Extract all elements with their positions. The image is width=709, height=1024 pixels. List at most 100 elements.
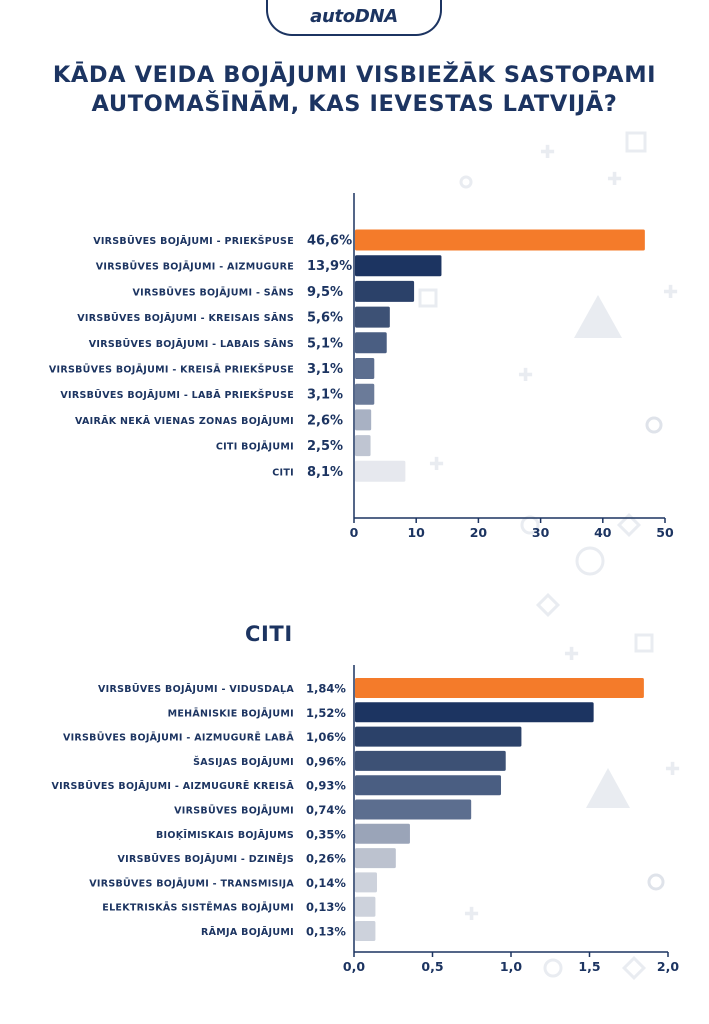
category-label: RĀMJA BOJĀJUMI bbox=[201, 927, 294, 938]
value-label: 5,6% bbox=[307, 311, 343, 326]
category-label: ŠASIJAS BOJĀJUMI bbox=[193, 756, 294, 768]
bar bbox=[355, 460, 406, 482]
x-tick-label: 0,5 bbox=[421, 959, 443, 974]
value-label: 1,06% bbox=[306, 730, 346, 744]
value-label: 0,93% bbox=[306, 779, 346, 793]
x-tick-label: 20 bbox=[470, 525, 488, 540]
bar bbox=[355, 848, 396, 869]
bar bbox=[355, 435, 371, 457]
decor-circle-icon bbox=[645, 416, 663, 434]
bar bbox=[355, 726, 522, 747]
bar bbox=[355, 280, 415, 302]
x-tick-label: 10 bbox=[407, 525, 425, 540]
category-label: VIRSBŪVES BOJĀJUMI - VIDUSDAĻA bbox=[98, 684, 294, 695]
x-tick-label: 0 bbox=[350, 525, 359, 540]
bar bbox=[355, 921, 376, 941]
value-label: 9,5% bbox=[307, 285, 343, 300]
bar bbox=[355, 383, 375, 405]
decor-diamond-icon bbox=[621, 955, 647, 981]
value-label: 3,1% bbox=[307, 388, 343, 403]
decor-cross-icon: ✚ bbox=[429, 454, 444, 475]
x-tick-label: 1,5 bbox=[578, 959, 600, 974]
x-tick-label: 40 bbox=[594, 525, 612, 540]
category-label: CITI bbox=[272, 467, 294, 478]
decor-circle-icon bbox=[459, 175, 473, 189]
chart-damage-types: 0 10 20 30 40 50 VIRSBŪVES BOJĀJUMI - PRIEKŠPU… bbox=[49, 193, 674, 540]
category-label: VIRSBŪVES BOJĀJUMI - KREISAIS SĀNS bbox=[77, 313, 294, 324]
value-label: 0,13% bbox=[306, 925, 346, 939]
bar bbox=[355, 750, 506, 771]
bar bbox=[355, 678, 644, 698]
value-label: 0,26% bbox=[306, 852, 346, 866]
value-label: 8,1% bbox=[307, 465, 343, 480]
decor-diamond-icon bbox=[616, 512, 642, 538]
category-label: VIRSBŪVES BOJĀJUMI - KREISĀ PRIEKŠPUSE bbox=[49, 364, 294, 376]
bar bbox=[355, 409, 372, 431]
bar bbox=[355, 255, 442, 277]
category-label: VIRSBŪVES BOJĀJUMI - LABAIS SĀNS bbox=[89, 339, 294, 350]
category-label: VIRSBŪVES BOJĀJUMI - LABĀ PRIEKŠPUSE bbox=[60, 389, 294, 401]
bar bbox=[355, 775, 502, 796]
decor-warning-icons bbox=[574, 295, 630, 808]
page-title: KĀDA VEIDA BOJĀJUMI VISBIEŽĀK SASTOPAMI … bbox=[0, 61, 709, 119]
section-title-citi: CITI bbox=[245, 622, 293, 646]
bar bbox=[355, 229, 645, 251]
category-label: VIRSBŪVES BOJĀJUMI - SĀNS bbox=[133, 287, 294, 298]
brand-logo-text: autoDNA bbox=[310, 5, 398, 27]
page-title-line-1: KĀDA VEIDA BOJĀJUMI VISBIEŽĀK SASTOPAMI bbox=[52, 62, 657, 88]
value-label: 3,1% bbox=[307, 362, 343, 377]
x-tick-label: 30 bbox=[532, 525, 550, 540]
value-label: 2,5% bbox=[307, 439, 343, 454]
category-label: ELEKTRISKĀS SISTĒMAS BOJĀJUMI bbox=[102, 903, 294, 914]
decor-circle-icon bbox=[647, 873, 665, 891]
decor-shapes bbox=[418, 131, 665, 981]
brand-logo: autoDNA bbox=[266, 0, 442, 36]
x-tick-label: 2,0 bbox=[657, 959, 679, 974]
decor-crosses: ✚ ✚ ✚ ✚ ✚ ✚ ✚ ✚ bbox=[429, 142, 680, 925]
decor-square-icon bbox=[634, 633, 654, 653]
decor-cross-icon: ✚ bbox=[665, 759, 680, 780]
value-label: 0,13% bbox=[306, 900, 346, 914]
x-tick-label: 1,0 bbox=[500, 959, 522, 974]
value-label: 1,84% bbox=[306, 682, 346, 696]
category-label: BIOĶĪMISKAIS BOJĀJUMS bbox=[156, 830, 294, 841]
value-label: 0,74% bbox=[306, 803, 346, 817]
value-label: 1,52% bbox=[306, 706, 346, 720]
value-label: 0,96% bbox=[306, 754, 346, 768]
page-title-line-2: AUTOMAŠĪNĀM, KAS IEVESTAS LATVIJĀ? bbox=[91, 91, 618, 117]
category-label: VAIRĀK NEKĀ VIENAS ZONAS BOJĀJUMI bbox=[75, 416, 294, 427]
category-label: VIRSBŪVES BOJĀJUMI - AIZMUGURĒ KREISĀ bbox=[51, 781, 294, 792]
value-label: 0,35% bbox=[306, 827, 346, 841]
category-label: VIRSBŪVES BOJĀJUMI - PRIEKŠPUSE bbox=[93, 235, 294, 247]
category-label: VIRSBŪVES BOJĀJUMI bbox=[174, 806, 294, 817]
bar bbox=[355, 358, 375, 379]
decor-square-icon bbox=[418, 288, 438, 308]
category-label: VIRSBŪVES BOJĀJUMI - TRANSMISIJA bbox=[89, 878, 294, 889]
x-tick-label: 50 bbox=[656, 525, 674, 540]
decor-diamond-icon bbox=[535, 592, 561, 618]
bar bbox=[355, 823, 410, 844]
decor-circle-icon bbox=[520, 515, 540, 535]
decor-circle-icon bbox=[575, 546, 605, 576]
value-label: 2,6% bbox=[307, 413, 343, 428]
value-label: 13,9% bbox=[307, 259, 352, 274]
category-label: VIRSBŪVES BOJĀJUMI - AIZMUGURĒ LABĀ bbox=[63, 733, 294, 744]
decor-cross-icon: ✚ bbox=[464, 904, 479, 925]
warning-triangle-icon bbox=[574, 295, 622, 338]
bar bbox=[355, 799, 472, 820]
category-label: VIRSBŪVES BOJĀJUMI - AIZMUGURE bbox=[96, 262, 294, 273]
category-label: MEHĀNISKIE BOJĀJUMI bbox=[168, 708, 294, 719]
decor-cross-icon: ✚ bbox=[540, 142, 555, 163]
category-label: VIRSBŪVES BOJĀJUMI - DZINĒJS bbox=[117, 854, 294, 865]
bar bbox=[355, 702, 594, 723]
bar bbox=[355, 896, 376, 917]
decor-cross-icon: ✚ bbox=[607, 169, 622, 190]
bar bbox=[355, 872, 377, 893]
value-label: 5,1% bbox=[307, 336, 343, 351]
x-tick-label: 0,0 bbox=[343, 959, 365, 974]
bar bbox=[355, 306, 390, 328]
bar bbox=[355, 332, 387, 354]
decor-cross-icon: ✚ bbox=[518, 365, 533, 386]
